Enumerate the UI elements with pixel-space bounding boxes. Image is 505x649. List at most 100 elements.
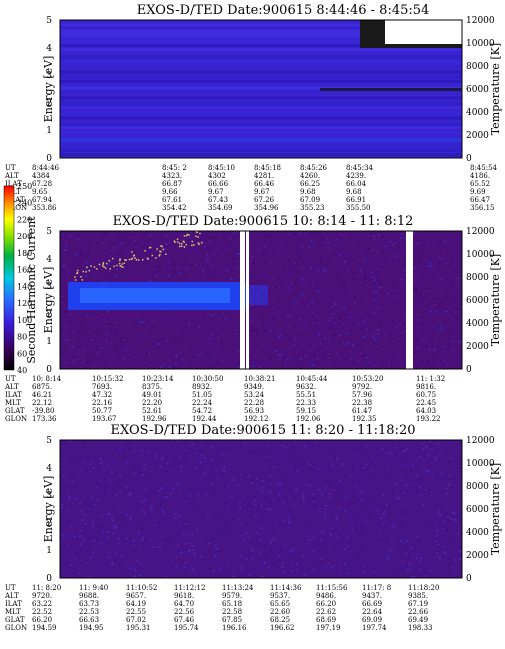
noise-speck (289, 462, 292, 464)
scatter-dot (188, 234, 190, 236)
noise-speck (222, 333, 225, 336)
noise-speck (62, 282, 65, 284)
noise-speck (269, 475, 272, 478)
noise-speck (419, 560, 422, 563)
noise-speck (125, 537, 128, 540)
noise-speck (221, 453, 224, 456)
panel-2-y2tick-5: 10000 (466, 250, 495, 260)
noise-speck (393, 526, 396, 528)
noise-speck (213, 237, 216, 239)
noise-speck (167, 274, 170, 277)
noise-speck (273, 466, 276, 468)
orbit-cell: 4260. (300, 172, 320, 180)
heat-band (60, 75, 462, 79)
orbit-cell: 67.09 (300, 196, 320, 204)
scatter-dot (74, 279, 77, 281)
noise-speck (187, 550, 190, 552)
heat-band (60, 79, 462, 83)
scatter-dot (177, 241, 179, 243)
noise-speck (252, 550, 255, 552)
noise-speck (251, 479, 254, 481)
noise-speck (214, 555, 217, 558)
noise-speck (372, 298, 375, 301)
noise-speck (381, 286, 384, 289)
noise-speck (444, 326, 447, 329)
noise-speck (71, 480, 74, 483)
orbit-label-ut: UT (5, 584, 16, 592)
noise-speck (324, 241, 327, 244)
panel-2-y-label: Energy [eV] (42, 267, 55, 334)
noise-speck (105, 553, 108, 556)
noise-speck (283, 545, 286, 547)
panel-2-ytick-2: 2 (46, 310, 52, 320)
noise-speck (452, 317, 455, 320)
orbit-cell: 51.05 (192, 391, 212, 399)
noise-speck (361, 257, 364, 260)
noise-speck (165, 243, 168, 245)
noise-speck (375, 250, 378, 253)
scatter-dot (120, 265, 123, 268)
noise-speck (120, 554, 123, 557)
orbit-cell: 9792. (352, 383, 372, 391)
noise-speck (265, 456, 268, 458)
noise-speck (349, 350, 352, 353)
noise-speck (220, 514, 223, 516)
noise-speck (320, 237, 323, 239)
noise-speck (213, 253, 216, 256)
noise-speck (398, 245, 401, 248)
orbit-cell: 9437. (362, 592, 382, 600)
noise-speck (360, 268, 363, 271)
noise-speck (306, 483, 309, 486)
noise-speck (109, 270, 112, 273)
noise-speck (248, 574, 251, 576)
noise-speck (270, 465, 273, 467)
noise-speck (123, 339, 126, 341)
noise-speck (62, 537, 65, 539)
noise-speck (255, 525, 258, 528)
noise-speck (162, 363, 165, 365)
noise-speck (278, 560, 281, 562)
noise-speck (105, 321, 108, 324)
noise-speck (81, 461, 84, 463)
noise-speck (286, 358, 289, 361)
noise-speck (436, 303, 439, 305)
noise-speck (422, 504, 425, 506)
noise-speck (66, 273, 69, 276)
noise-speck (323, 443, 326, 446)
noise-speck (77, 238, 80, 241)
noise-speck (445, 492, 448, 495)
noise-speck (350, 358, 353, 361)
noise-speck (107, 557, 110, 559)
noise-speck (196, 529, 199, 532)
orbit-cell: 10:30:50 (192, 375, 223, 383)
noise-speck (192, 548, 195, 551)
noise-speck (294, 339, 297, 342)
noise-speck (226, 533, 229, 536)
noise-speck (367, 315, 370, 318)
noise-speck (400, 233, 403, 235)
noise-speck (437, 260, 440, 263)
noise-speck (141, 473, 144, 476)
orbit-cell: 11:18:20 (408, 584, 439, 592)
noise-speck (194, 263, 197, 266)
noise-speck (430, 296, 433, 299)
noise-speck (270, 250, 273, 252)
panel-1-y2tick-0: 0 (466, 154, 472, 164)
noise-speck (269, 508, 272, 511)
scatter-dot (93, 266, 96, 268)
noise-speck (380, 517, 383, 519)
noise-speck (225, 354, 228, 356)
noise-speck (372, 276, 375, 278)
noise-speck (351, 343, 354, 346)
noise-speck (277, 252, 280, 255)
noise-speck (100, 269, 103, 271)
noise-speck (143, 463, 146, 466)
noise-speck (210, 264, 213, 266)
noise-speck (232, 257, 235, 259)
orbit-cell: 66.66 (208, 180, 229, 188)
noise-speck (190, 257, 193, 260)
noise-speck (274, 463, 277, 465)
orbit-cell: 197.74 (362, 624, 387, 632)
noise-speck (60, 357, 63, 360)
noise-speck (362, 571, 365, 573)
